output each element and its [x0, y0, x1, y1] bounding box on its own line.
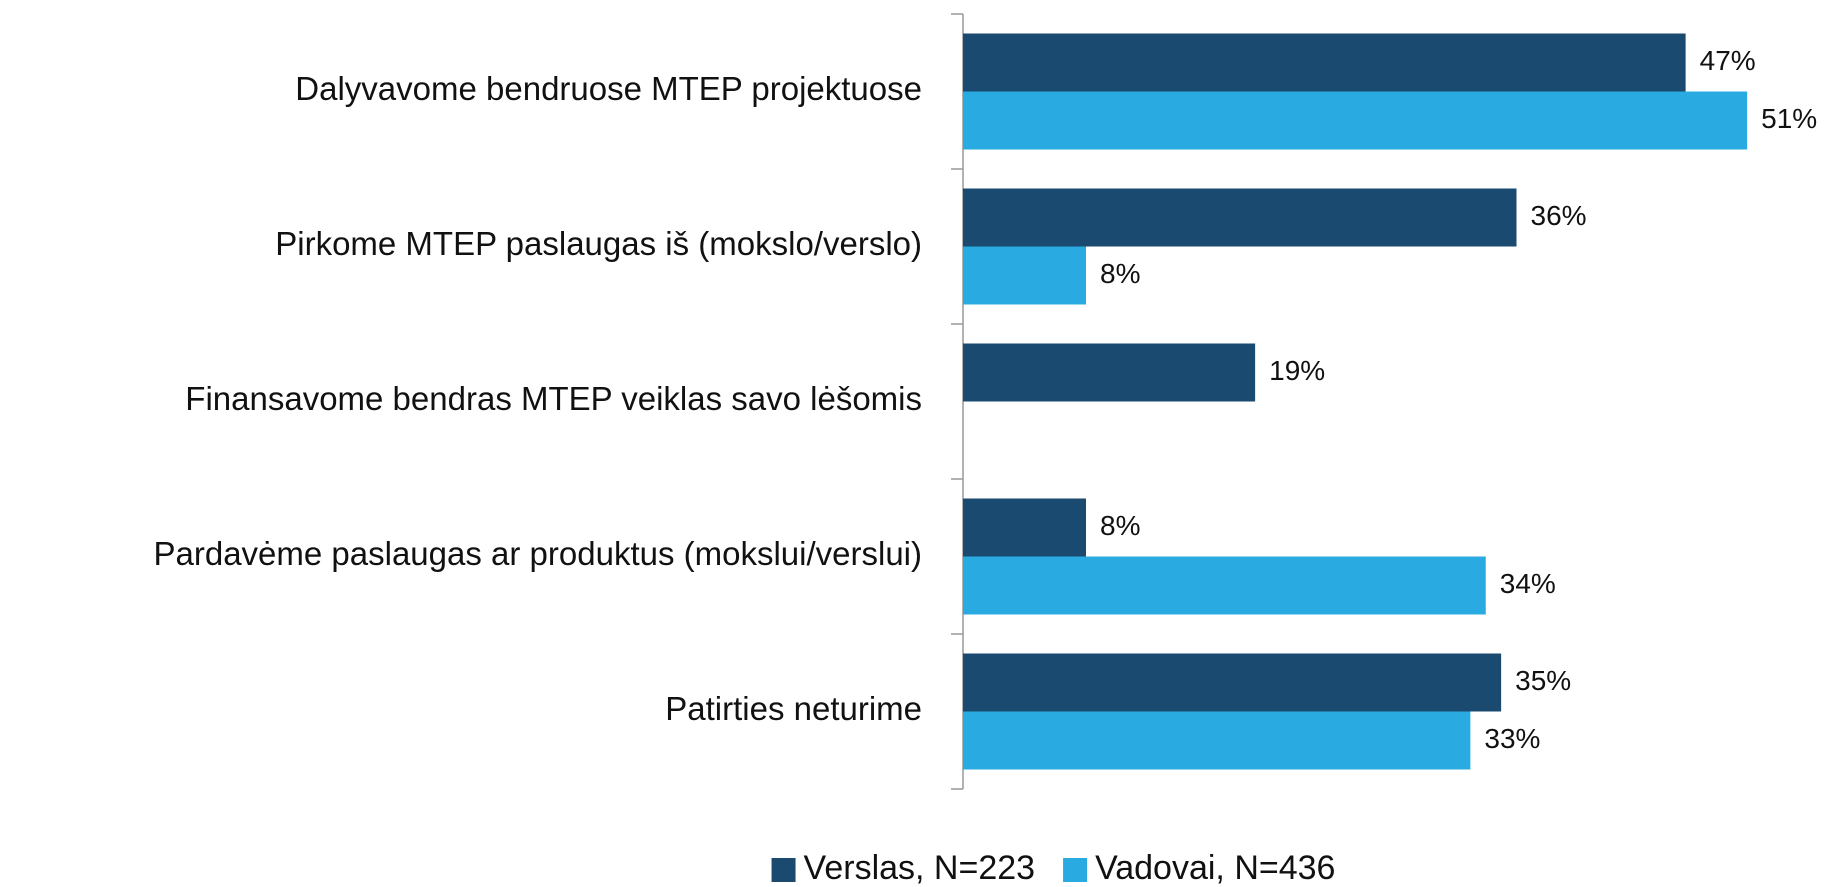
category-label: Patirties neturime: [665, 690, 922, 727]
value-label: 51%: [1761, 103, 1817, 134]
value-label: 33%: [1484, 723, 1540, 754]
category-label: Pardavėme paslaugas ar produktus (mokslu…: [153, 535, 922, 572]
category-label: Pirkome MTEP paslaugas iš (mokslo/verslo…: [275, 225, 922, 262]
bar: [963, 188, 1517, 247]
legend-label: Verslas, N=223: [804, 849, 1036, 887]
value-label: 8%: [1100, 510, 1140, 541]
legend-swatch: [1063, 858, 1088, 882]
bar: [963, 343, 1256, 402]
bar: [963, 246, 1086, 305]
bar: [963, 556, 1486, 615]
bar: [963, 653, 1502, 712]
value-label: 19%: [1269, 355, 1325, 386]
legend-swatch: [771, 858, 796, 882]
bar: [963, 711, 1471, 770]
value-label: 47%: [1700, 45, 1756, 76]
bar: [963, 91, 1748, 150]
category-label: Dalyvavome bendruose MTEP projektuose: [295, 70, 922, 107]
value-label: 35%: [1515, 665, 1571, 696]
bar: [963, 498, 1086, 557]
bar: [963, 33, 1686, 92]
value-label: 8%: [1100, 258, 1140, 289]
category-label: Finansavome bendras MTEP veiklas savo lė…: [185, 380, 922, 417]
value-label: 36%: [1531, 200, 1587, 231]
legend-label: Vadovai, N=436: [1095, 849, 1335, 887]
value-label: 34%: [1500, 568, 1556, 599]
